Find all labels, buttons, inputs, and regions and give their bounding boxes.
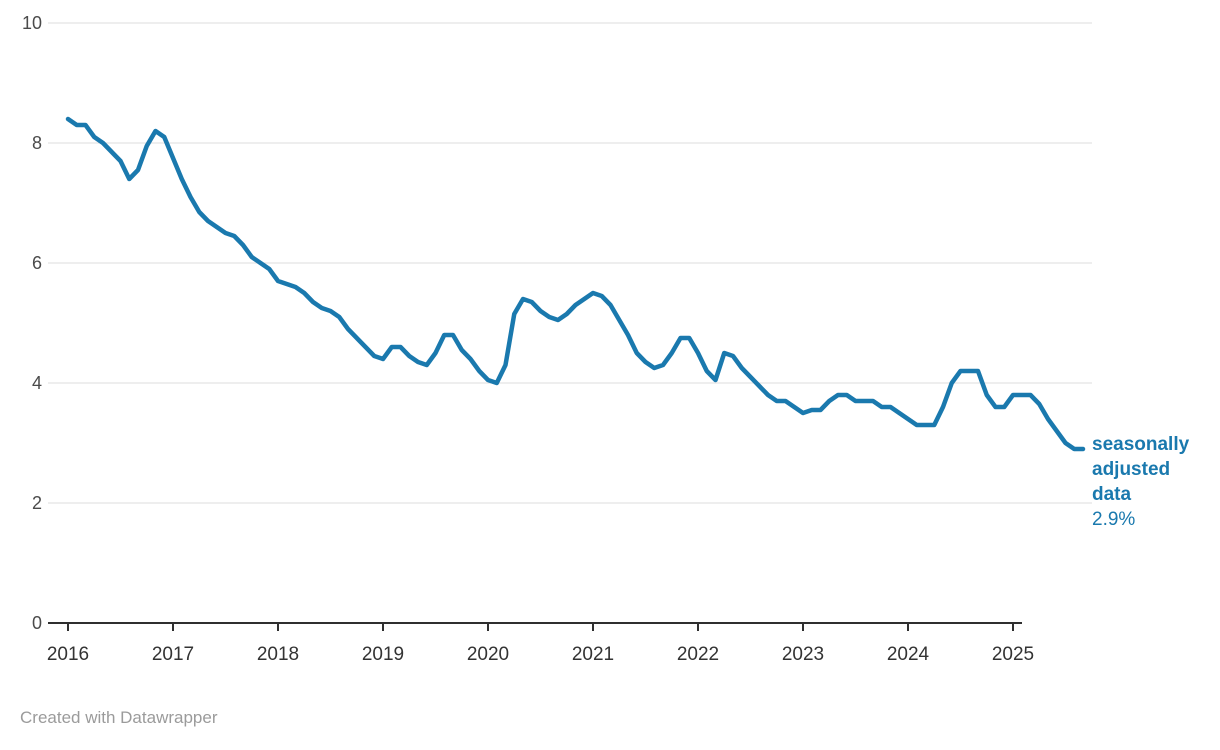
- x-axis-tick-label: 2019: [362, 644, 404, 665]
- y-axis-tick-label: 10: [22, 13, 42, 33]
- y-axis-tick-label: 2: [32, 493, 42, 513]
- x-axis-tick-label: 2018: [257, 644, 299, 665]
- data-line-seasonally-adjusted: [65, 116, 1086, 452]
- x-axis-tick-label: 2022: [677, 644, 719, 665]
- x-axis-tick-label: 2021: [572, 644, 614, 665]
- y-axis-tick-label: 4: [32, 373, 42, 393]
- x-axis-tick-label: 2025: [992, 644, 1034, 665]
- y-axis-tick-label: 6: [32, 253, 42, 273]
- series-annotation: seasonally adjusted data 2.9%: [1092, 432, 1212, 532]
- series-label: seasonally adjusted data: [1092, 434, 1190, 505]
- y-axis-tick-label: 8: [32, 133, 42, 153]
- x-axis-tick-label: 2024: [887, 644, 930, 665]
- x-axis-tick-label: 2016: [47, 644, 89, 665]
- y-axis-tick-label: 0: [32, 613, 42, 633]
- series-last-value: 2.9%: [1092, 509, 1136, 530]
- x-axis-tick-label: 2017: [152, 644, 194, 665]
- attribution-text: Created with Datawrapper: [20, 708, 218, 727]
- x-axis-tick-label: 2020: [467, 644, 509, 665]
- x-axis-tick-label: 2023: [782, 644, 824, 665]
